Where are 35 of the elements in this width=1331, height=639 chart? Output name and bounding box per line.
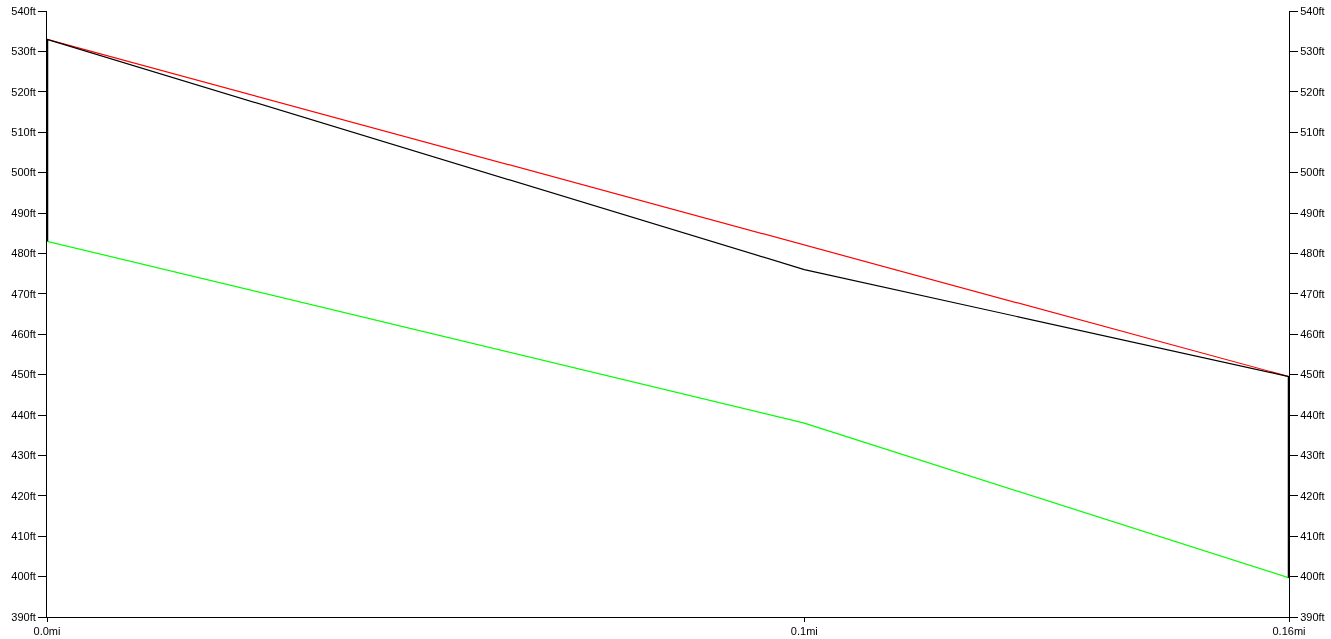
y2-tick-label: 530ft bbox=[1300, 45, 1325, 58]
y-tick-label: 480ft bbox=[11, 247, 36, 260]
x-tick-label: 0.0mi bbox=[33, 625, 61, 638]
y-tick-label: 470ft bbox=[11, 287, 36, 300]
y-tick-label: 460ft bbox=[11, 328, 36, 341]
y2-tick-label: 490ft bbox=[1300, 206, 1325, 219]
y-tick-label: 440ft bbox=[11, 408, 36, 421]
y-tick-label: 410ft bbox=[11, 530, 36, 543]
y2-tick-label: 520ft bbox=[1300, 85, 1325, 98]
y2-tick-label: 400ft bbox=[1300, 570, 1325, 583]
y2-tick-label: 390ft bbox=[1300, 610, 1325, 623]
x-tick-label: 0.16mi bbox=[1272, 625, 1306, 638]
y-tick-label: 400ft bbox=[11, 570, 36, 583]
y2-tick-label: 540ft bbox=[1300, 4, 1325, 17]
y2-tick-label: 480ft bbox=[1300, 247, 1325, 260]
y2-tick-label: 430ft bbox=[1300, 449, 1325, 462]
y-tick-label: 430ft bbox=[11, 449, 36, 462]
y-tick-label: 530ft bbox=[11, 45, 36, 58]
y2-tick-label: 500ft bbox=[1300, 166, 1325, 179]
y-tick-label: 520ft bbox=[11, 85, 36, 98]
y-tick-label: 500ft bbox=[11, 166, 36, 179]
y-tick-label: 390ft bbox=[11, 610, 36, 623]
y-tick-label: 420ft bbox=[11, 489, 36, 502]
y2-tick-label: 410ft bbox=[1300, 530, 1325, 543]
y-tick-label: 450ft bbox=[11, 368, 36, 381]
x-tick-label: 0.1mi bbox=[790, 625, 818, 638]
y2-tick-label: 510ft bbox=[1300, 126, 1325, 139]
y-tick-label: 510ft bbox=[11, 126, 36, 139]
y2-tick-label: 450ft bbox=[1300, 368, 1325, 381]
y2-tick-label: 420ft bbox=[1300, 489, 1325, 502]
y2-tick-label: 470ft bbox=[1300, 287, 1325, 300]
y2-tick-label: 440ft bbox=[1300, 408, 1325, 421]
y-tick-label: 490ft bbox=[11, 206, 36, 219]
y-tick-label: 540ft bbox=[11, 4, 36, 17]
y2-tick-label: 460ft bbox=[1300, 328, 1325, 341]
